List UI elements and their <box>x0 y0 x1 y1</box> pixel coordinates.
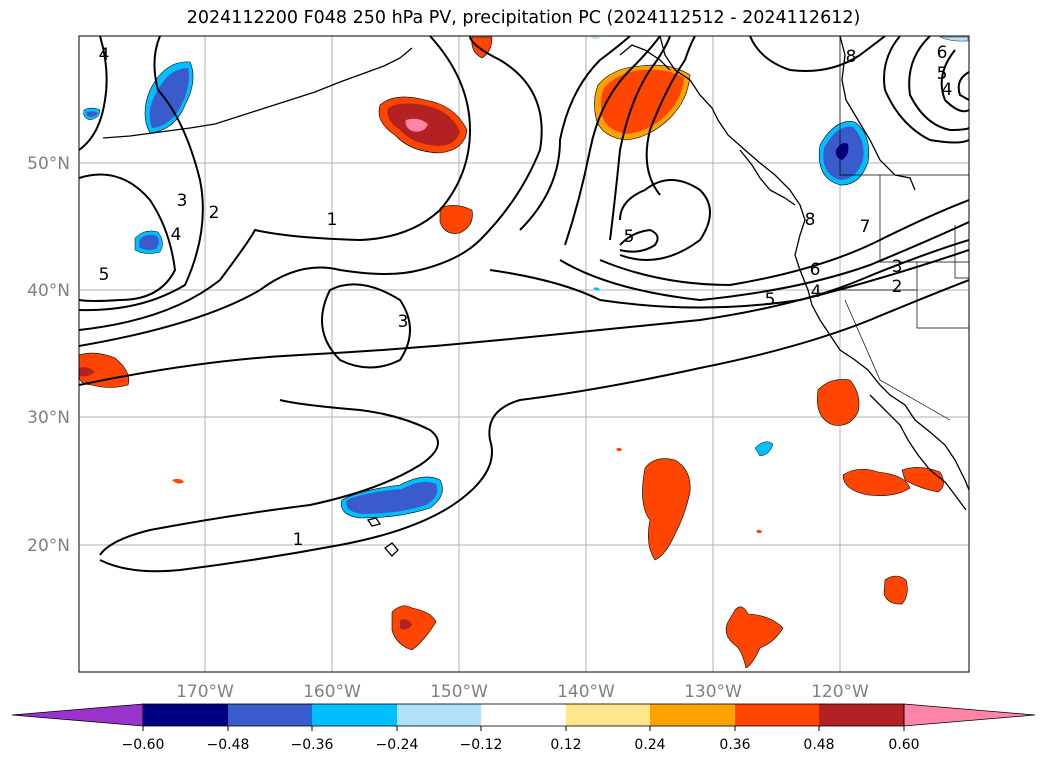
colorbar-tick-label: −0.48 <box>207 737 250 753</box>
colorbar-tick-label: −0.12 <box>460 737 503 753</box>
colorbar-tick-label: 0.60 <box>888 737 919 753</box>
precip-positive-area <box>883 575 908 605</box>
map-panel <box>79 36 969 672</box>
colorbar: −0.60 −0.48 −0.36 −0.24 −0.12 0.12 0.24 … <box>11 703 1036 753</box>
map-frame <box>78 35 970 673</box>
contour-label: 3 <box>177 191 188 211</box>
colorbar-swatch <box>143 704 228 726</box>
lon-label-160w: 160°W <box>303 682 361 702</box>
pv-contours <box>79 36 969 573</box>
colorbar-tick-label: 0.36 <box>719 737 750 753</box>
precip-positive-area <box>391 605 437 651</box>
colorbar-min-extend <box>11 703 144 727</box>
colorbar-swatch <box>735 704 819 726</box>
precip-negative-area <box>754 441 774 457</box>
contour-label: 1 <box>293 530 304 550</box>
contour-label: 2 <box>892 277 903 297</box>
contour-label: 5 <box>937 64 948 84</box>
lat-label-40n: 40°N <box>27 281 70 301</box>
contour-label: 7 <box>860 217 871 237</box>
contour-label: 5 <box>765 290 776 310</box>
colorbar-tick-label: −0.60 <box>122 737 165 753</box>
contour-label: 5 <box>99 265 110 285</box>
contour-label: 3 <box>892 257 903 277</box>
contour-label: 4 <box>99 45 110 65</box>
precip-positive-area <box>817 379 860 426</box>
colorbar-swatch <box>650 704 735 726</box>
colorbar-tick-label: 0.24 <box>634 737 665 753</box>
contour-label: 5 <box>624 227 635 247</box>
colorbar-tick-label: −0.36 <box>291 737 334 753</box>
lon-label-150w: 150°W <box>430 682 488 702</box>
lat-label-50n: 50°N <box>27 154 70 174</box>
contour-label: 4 <box>811 282 822 302</box>
lon-label-120w: 120°W <box>811 682 869 702</box>
precip-positive-area <box>842 468 911 496</box>
lon-label-170w: 170°W <box>176 682 234 702</box>
colorbar-tick-label: −0.24 <box>376 737 419 753</box>
map-title: 2024112200 F048 250 hPa PV, precipitatio… <box>186 8 861 28</box>
colorbar-swatch <box>397 704 481 726</box>
colorbar-tick-label: 0.48 <box>803 737 834 753</box>
colorbar-swatch <box>481 704 566 726</box>
colorbar-tick-label: 0.12 <box>550 737 581 753</box>
colorbar-swatch <box>566 704 650 726</box>
colorbar-swatch <box>312 704 397 726</box>
borders <box>839 36 969 421</box>
lon-label-130w: 130°W <box>684 682 742 702</box>
contour-label: 8 <box>805 210 816 230</box>
contour-label: 6 <box>810 260 821 280</box>
precip-shading <box>79 36 969 669</box>
contour-label: 1 <box>327 210 338 230</box>
contour-label-group: 4 3 2 4 5 1 3 1 8 6 5 4 5 8 7 6 5 4 3 2 <box>99 43 953 550</box>
contour-label: 8 <box>846 47 857 67</box>
colorbar-swatch <box>819 704 904 726</box>
precip-positive-area <box>439 205 473 234</box>
contour-label: 4 <box>171 225 182 245</box>
colorbar-swatch <box>228 704 312 726</box>
precip-positive-area <box>642 458 691 561</box>
lat-label-30n: 30°N <box>27 408 70 428</box>
lon-labels: 170°W 160°W 150°W 140°W 130°W 120°W <box>176 682 869 702</box>
contour-label: 3 <box>398 312 409 332</box>
colorbar-max-extend <box>903 703 1036 727</box>
lat-label-20n: 20°N <box>27 536 70 556</box>
contour-label: 6 <box>937 43 948 63</box>
lon-label-140w: 140°W <box>557 682 615 702</box>
contour-label: 2 <box>209 203 220 223</box>
lat-labels: 50°N 40°N 30°N 20°N <box>27 154 70 556</box>
precip-positive-area <box>725 606 784 669</box>
contour-label: 4 <box>942 80 953 100</box>
